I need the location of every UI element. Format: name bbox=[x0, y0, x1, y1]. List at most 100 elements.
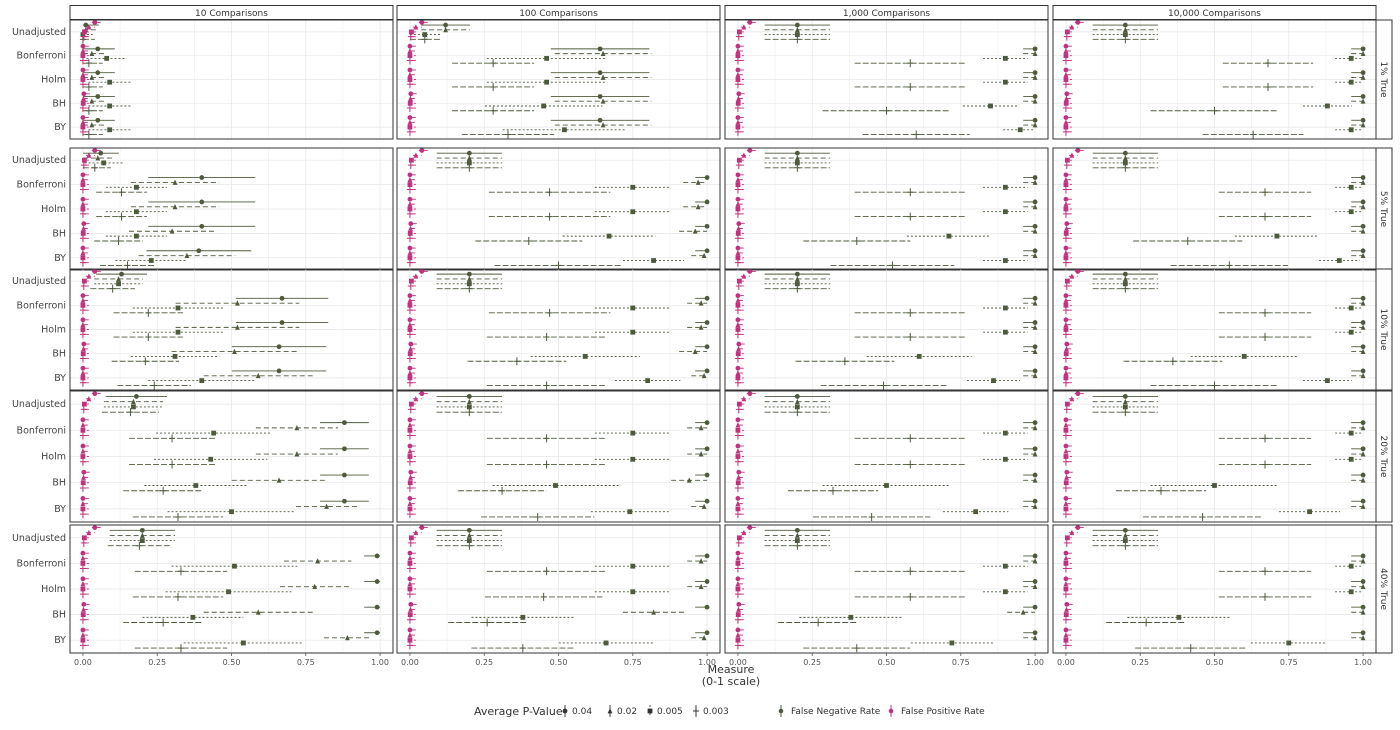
y-category-label: BY bbox=[54, 504, 66, 515]
fpr-point bbox=[407, 48, 413, 54]
fnr-point bbox=[1122, 163, 1129, 172]
row-strip bbox=[1375, 524, 1393, 654]
fnr-point bbox=[525, 237, 532, 245]
fpr-point bbox=[407, 77, 413, 82]
fpr-point bbox=[735, 454, 741, 459]
fnr-point bbox=[1360, 320, 1366, 325]
panel-frame bbox=[69, 268, 394, 391]
fnr-point bbox=[1360, 122, 1366, 128]
fnr-point bbox=[1250, 130, 1257, 139]
fpr-point bbox=[1063, 32, 1070, 41]
x-tick-label: 1.00 bbox=[371, 658, 389, 667]
fnr-point bbox=[1264, 82, 1271, 91]
fpr-point bbox=[407, 632, 413, 638]
fnr-point bbox=[704, 446, 710, 452]
fpr-point bbox=[406, 510, 413, 519]
fpr-point bbox=[1075, 269, 1081, 274]
fnr-point bbox=[1032, 117, 1038, 123]
fpr-point bbox=[407, 161, 414, 170]
fpr-point bbox=[406, 590, 413, 599]
x-tick-label: 0.25 bbox=[475, 658, 493, 667]
fpr-point bbox=[734, 56, 741, 65]
fnr-point bbox=[704, 498, 710, 504]
fpr-point bbox=[80, 124, 86, 130]
fpr-point bbox=[735, 576, 741, 582]
fpr-point bbox=[1062, 590, 1069, 599]
fpr-point bbox=[734, 80, 741, 89]
fnr-point bbox=[1360, 503, 1366, 509]
fpr-point bbox=[1075, 19, 1081, 25]
fnr-point bbox=[692, 348, 698, 354]
fpr-point bbox=[407, 100, 413, 106]
fnr-point bbox=[701, 503, 707, 509]
fpr-point bbox=[1065, 278, 1070, 284]
fpr-point bbox=[79, 354, 86, 363]
fnr-point bbox=[582, 354, 588, 359]
fnr-point bbox=[276, 344, 282, 350]
fnr-point bbox=[794, 532, 800, 538]
fpr-point bbox=[79, 330, 86, 339]
fpr-point bbox=[735, 627, 741, 633]
fpr-point bbox=[80, 370, 86, 376]
fnr-point bbox=[240, 640, 246, 646]
fnr-point bbox=[196, 248, 202, 254]
fpr-point bbox=[734, 234, 741, 243]
fpr-point bbox=[1063, 480, 1069, 486]
fnr-point bbox=[374, 630, 380, 636]
fnr-point bbox=[1158, 486, 1165, 495]
fpr-point bbox=[1063, 77, 1069, 82]
fpr-point bbox=[81, 469, 87, 475]
fpr-point bbox=[80, 586, 86, 592]
fnr-point bbox=[1032, 199, 1038, 205]
fpr-point bbox=[413, 152, 419, 158]
fpr-point bbox=[92, 269, 98, 274]
row-strip-label: 5% True bbox=[1378, 191, 1388, 228]
fpr-point bbox=[1062, 330, 1069, 339]
fnr-point bbox=[1348, 563, 1354, 569]
fnr-point bbox=[704, 223, 710, 229]
fnr-point bbox=[466, 408, 473, 417]
fpr-point bbox=[408, 341, 414, 347]
fnr-point bbox=[600, 122, 606, 128]
fnr-point bbox=[698, 583, 704, 590]
fnr-point bbox=[294, 424, 300, 431]
fpr-point bbox=[1064, 95, 1069, 101]
fnr-point bbox=[1032, 70, 1038, 76]
y-category-label: BY bbox=[54, 635, 66, 646]
fpr-point bbox=[747, 269, 753, 274]
fnr-point bbox=[312, 583, 318, 590]
fnr-point bbox=[1360, 558, 1366, 564]
fnr-point bbox=[208, 456, 214, 462]
fpr-point bbox=[1063, 448, 1069, 454]
x-tick-label: 0.75 bbox=[1280, 658, 1298, 667]
fpr-point bbox=[407, 375, 413, 381]
fnr-point bbox=[115, 237, 122, 245]
fnr-point bbox=[1360, 446, 1366, 452]
fpr-point bbox=[79, 457, 86, 466]
fpr-point bbox=[1063, 71, 1069, 78]
fnr-point bbox=[199, 223, 205, 229]
fpr-point bbox=[1062, 510, 1069, 519]
fpr-point bbox=[92, 148, 98, 153]
legend-measure-dot bbox=[888, 708, 894, 714]
fpr-point bbox=[736, 469, 742, 475]
fnr-point bbox=[151, 381, 158, 390]
fnr-point bbox=[1360, 223, 1366, 229]
fnr-point bbox=[1032, 583, 1038, 590]
y-category-label: Holm bbox=[41, 452, 66, 463]
fpr-point bbox=[82, 401, 87, 407]
fpr-point bbox=[736, 95, 741, 101]
fpr-point bbox=[736, 606, 741, 612]
fnr-point bbox=[988, 103, 993, 109]
y-category-label: Bonferroni bbox=[17, 51, 66, 62]
fpr-point bbox=[80, 561, 86, 566]
fnr-point bbox=[1348, 184, 1354, 190]
x-tick-label: 1.00 bbox=[698, 658, 716, 667]
fnr-point bbox=[698, 324, 704, 330]
fpr-point bbox=[80, 448, 86, 454]
fpr-point bbox=[1062, 234, 1069, 243]
fpr-point bbox=[735, 538, 742, 547]
fnr-point bbox=[907, 308, 914, 317]
fpr-point bbox=[407, 255, 413, 261]
fpr-point bbox=[407, 506, 413, 512]
